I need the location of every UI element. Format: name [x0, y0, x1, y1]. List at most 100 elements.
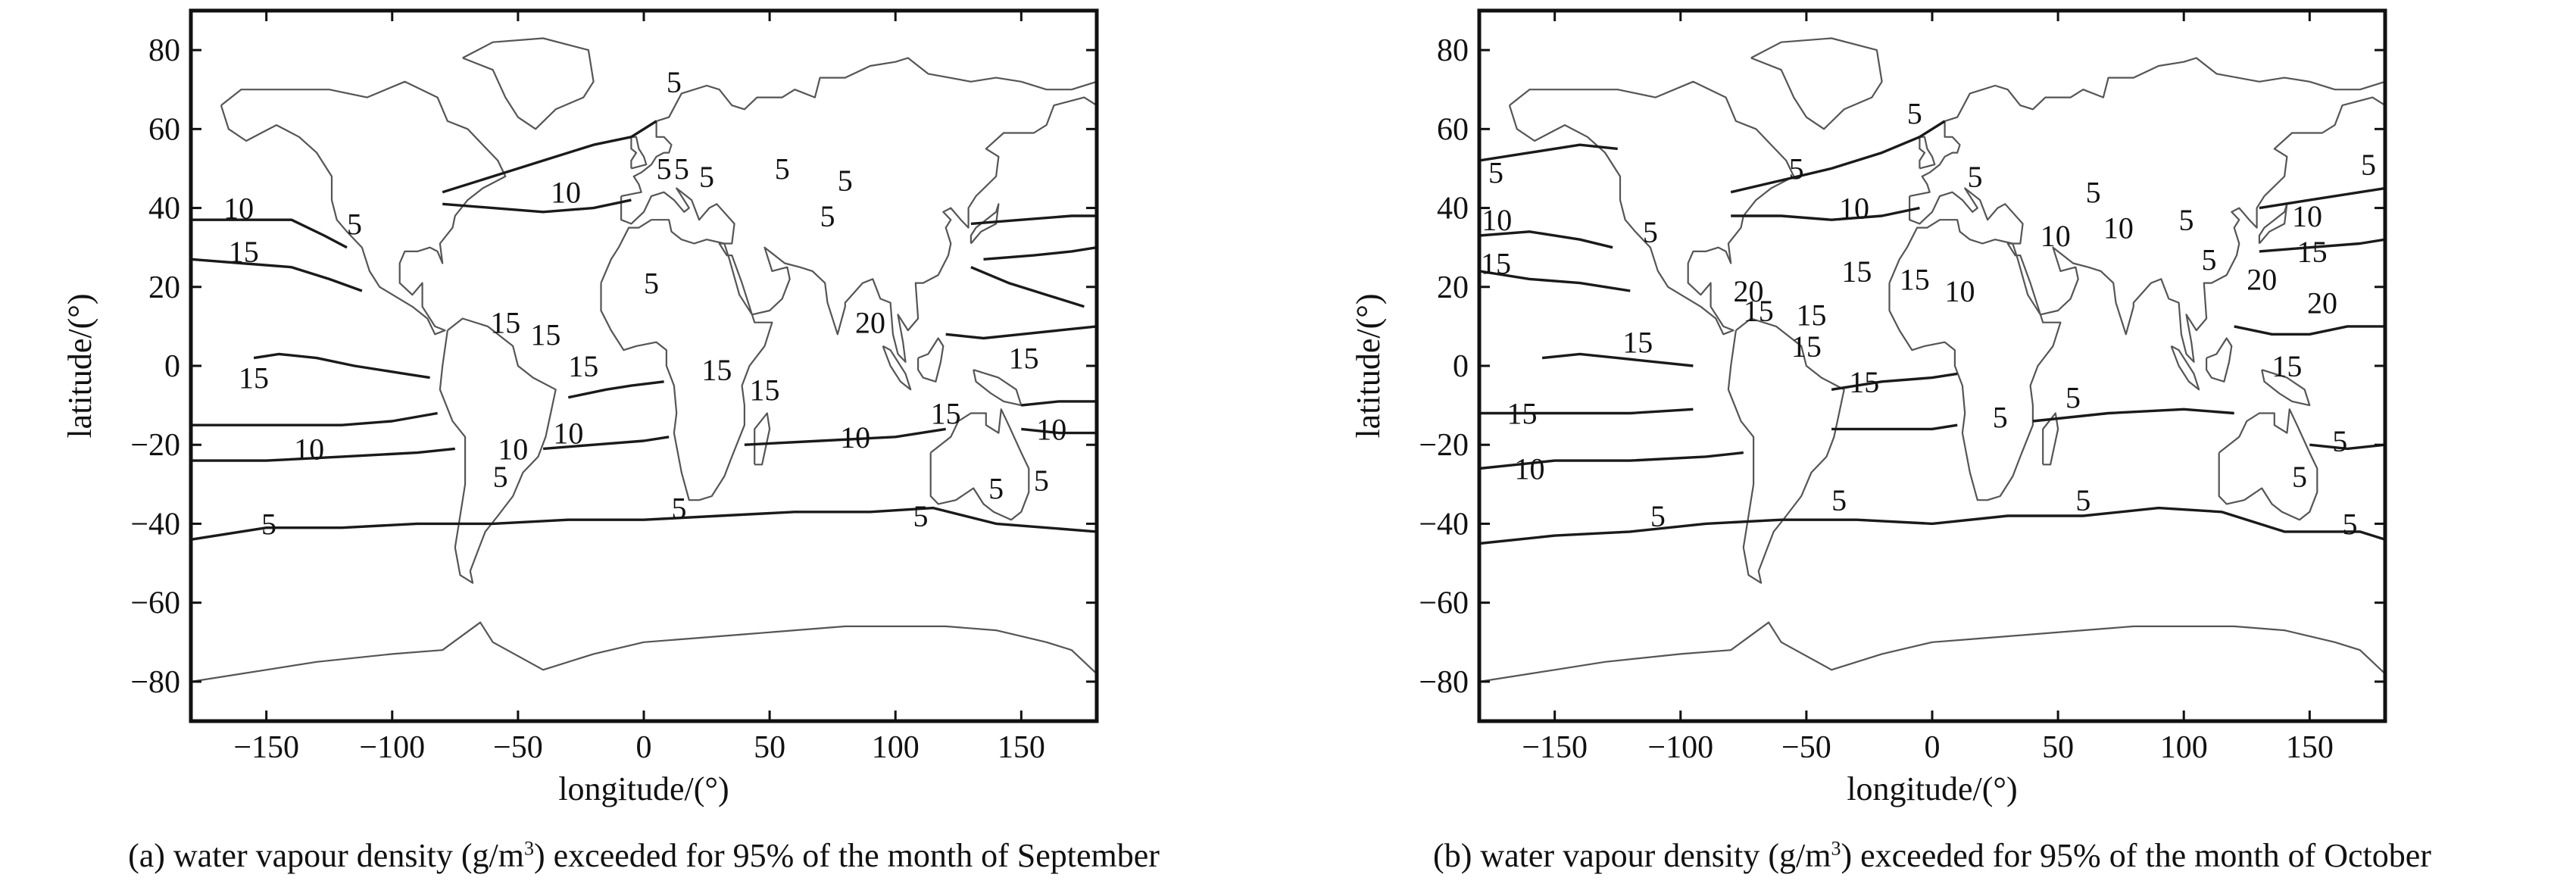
caption-october: (b) water vapour density (g/m3) exceeded… [1288, 833, 2576, 879]
contour-line [191, 218, 348, 249]
contour-label: 15 [931, 397, 961, 431]
contour-label: 15 [1622, 326, 1653, 360]
y-tick-label: −60 [130, 586, 180, 621]
contour-label: 5 [988, 472, 1004, 506]
contour-label: 5 [2332, 424, 2347, 458]
contour-label: 5 [1643, 215, 1658, 249]
coastline [630, 136, 648, 170]
coastline [2261, 369, 2311, 407]
contour-label: 20 [2307, 286, 2337, 320]
contour-label: 5 [1650, 499, 1666, 533]
contour-label: 15 [701, 353, 732, 387]
coastline [1750, 37, 1883, 130]
y-tick-label: −40 [130, 507, 180, 542]
contour-label: 15 [1507, 397, 1537, 431]
contour-line [2032, 408, 2234, 423]
contour-line [945, 325, 1097, 340]
contour-label: 15 [1900, 262, 1930, 296]
contour-label: 15 [749, 373, 779, 407]
contour-label: 15 [1849, 365, 1879, 399]
contour-label: 5 [2342, 507, 2357, 541]
x-tick-label: 150 [998, 730, 1045, 765]
x-tick-label: 100 [2160, 730, 2208, 765]
y-tick-label: 40 [1437, 192, 1469, 226]
caption-suffix: ) exceeded for 95% of the month of Octob… [1841, 837, 2431, 874]
y-tick-label: −60 [1419, 586, 1469, 621]
contour-label: 5 [493, 460, 508, 494]
contour-line [2234, 325, 2385, 336]
contour-label: 10 [1945, 274, 1975, 308]
contour-line [1479, 270, 1631, 292]
coastline [754, 412, 771, 466]
y-tick-label: 40 [148, 192, 180, 226]
contour-line [1479, 143, 1618, 162]
contour-label: 5 [775, 151, 790, 186]
x-tick-label: −100 [1647, 730, 1713, 765]
contour-label: 5 [672, 492, 687, 526]
contour-line [1021, 400, 1097, 407]
contour-label: 5 [2075, 483, 2090, 517]
x-axis-title: longitude/(°) [1847, 770, 2017, 807]
x-axis-title: longitude/(°) [558, 770, 729, 807]
contour-label: 5 [644, 267, 659, 301]
contour-line [1479, 506, 2385, 545]
coastline [1909, 57, 2385, 363]
contour-label: 5 [838, 164, 853, 198]
contour-label: 5 [347, 207, 362, 241]
y-tick-label: 0 [1453, 349, 1469, 384]
x-tick-label: 0 [636, 730, 652, 765]
coastline [220, 80, 507, 336]
coastline [620, 57, 1097, 363]
contour-label: 10 [1514, 451, 1544, 486]
y-tick-label: 20 [1437, 270, 1469, 305]
contour-line [2259, 238, 2385, 253]
x-tick-label: 0 [1925, 730, 1941, 765]
contour-label: 15 [490, 306, 520, 340]
coastline [929, 408, 1030, 521]
y-tick-label: −20 [130, 428, 180, 463]
coastline [600, 219, 773, 501]
coastline [917, 337, 945, 383]
contour-label: 5 [820, 199, 835, 233]
contour-line [983, 246, 1097, 261]
y-tick-label: 60 [1437, 112, 1469, 147]
coastline [191, 621, 1097, 682]
x-tick-label: −50 [1781, 730, 1831, 765]
contour-label: 5 [2201, 242, 2216, 276]
contour-label: 15 [229, 235, 259, 269]
x-tick-label: 50 [2042, 730, 2074, 765]
x-tick-label: 50 [754, 730, 785, 765]
contour-label: 10 [2041, 219, 2071, 253]
contour-label: 10 [840, 420, 870, 454]
y-tick-label: 60 [148, 112, 180, 147]
contour-label: 10 [294, 432, 324, 466]
contour-line [744, 427, 946, 446]
contour-label: 5 [1907, 96, 1922, 130]
contour-line [1479, 408, 1694, 415]
contour-label: 15 [568, 349, 598, 383]
contour-label: 15 [1797, 298, 1827, 332]
y-axis-title: latitude/(°) [1350, 293, 1387, 438]
x-tick-label: −100 [359, 730, 425, 765]
contour-line [2309, 443, 2385, 451]
contour-label: 5 [1967, 160, 1982, 194]
contour-line [191, 447, 455, 462]
contour-label: 20 [855, 306, 885, 340]
contour-label: 15 [1481, 247, 1511, 281]
contour-line [1730, 120, 1946, 194]
coastline [1508, 80, 1795, 336]
contour-label: 5 [2086, 176, 2101, 210]
contour-line [1831, 423, 1958, 431]
contour-line [970, 214, 1097, 226]
contour-label: 5 [2179, 203, 2194, 237]
caption-prefix: (a) water vapour density (g/m [128, 837, 524, 874]
y-tick-label: −80 [130, 665, 180, 700]
caption-superscript: 3 [524, 837, 534, 860]
y-tick-label: −20 [1419, 428, 1469, 463]
y-tick-label: −40 [1419, 507, 1469, 542]
contour-label: 5 [1993, 401, 2008, 435]
y-tick-label: 0 [164, 349, 180, 384]
map-panel-september: 5 5 5 5 5 5 5 5 5 10 10 15 15 15 15 15 15 15 15 20 10 10 10 10 1… [61, 8, 1160, 874]
